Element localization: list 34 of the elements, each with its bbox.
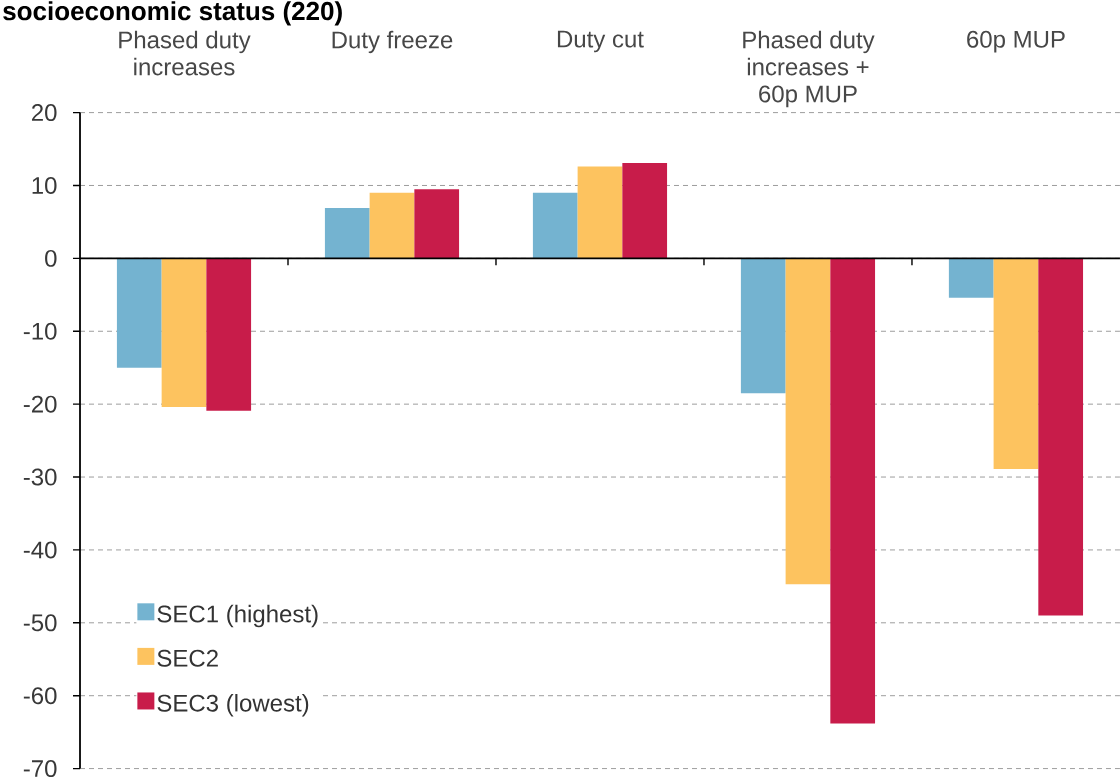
y-tick-label: 20	[31, 104, 57, 122]
y-tick-label: -40	[23, 541, 57, 559]
x-tick-label: Phased duty increases + 60p MUP	[743, 30, 875, 108]
bar	[993, 258, 1039, 470]
y-tick-label: 10	[32, 177, 57, 194]
bar	[622, 162, 668, 259]
legend-label: SEC1 (highest)	[157, 604, 318, 628]
x-tick-label: Duty cut	[557, 30, 644, 53]
bar	[369, 192, 415, 259]
bar	[785, 258, 831, 585]
bar	[577, 166, 623, 259]
y-tick-label: -50	[23, 614, 57, 632]
bar	[116, 258, 162, 368]
legend-label: SEC3 (lowest)	[157, 694, 309, 717]
bar	[1038, 258, 1084, 616]
bar	[532, 192, 578, 259]
y-tick-label: -20	[23, 395, 57, 413]
x-tick-label: Duty freeze	[332, 30, 453, 54]
x-tick-label: 60p MUP	[967, 30, 1065, 53]
bar	[206, 258, 252, 411]
bar	[324, 208, 370, 259]
y-tick-label: -60	[23, 687, 57, 705]
bar	[948, 258, 994, 298]
bar	[161, 258, 207, 408]
x-tick-label: Phased duty increases	[119, 30, 251, 76]
legend-label: SEC2	[157, 649, 218, 667]
y-tick-label: -10	[23, 322, 57, 340]
y-tick-label: -30	[23, 468, 57, 486]
y-tick-label: -70	[23, 760, 57, 778]
bar	[740, 258, 786, 394]
bar	[414, 189, 460, 259]
y-tick-label: 0	[45, 249, 57, 267]
chart-title: socioeconomic status (220)	[3, 1, 342, 26]
bar	[830, 258, 876, 724]
